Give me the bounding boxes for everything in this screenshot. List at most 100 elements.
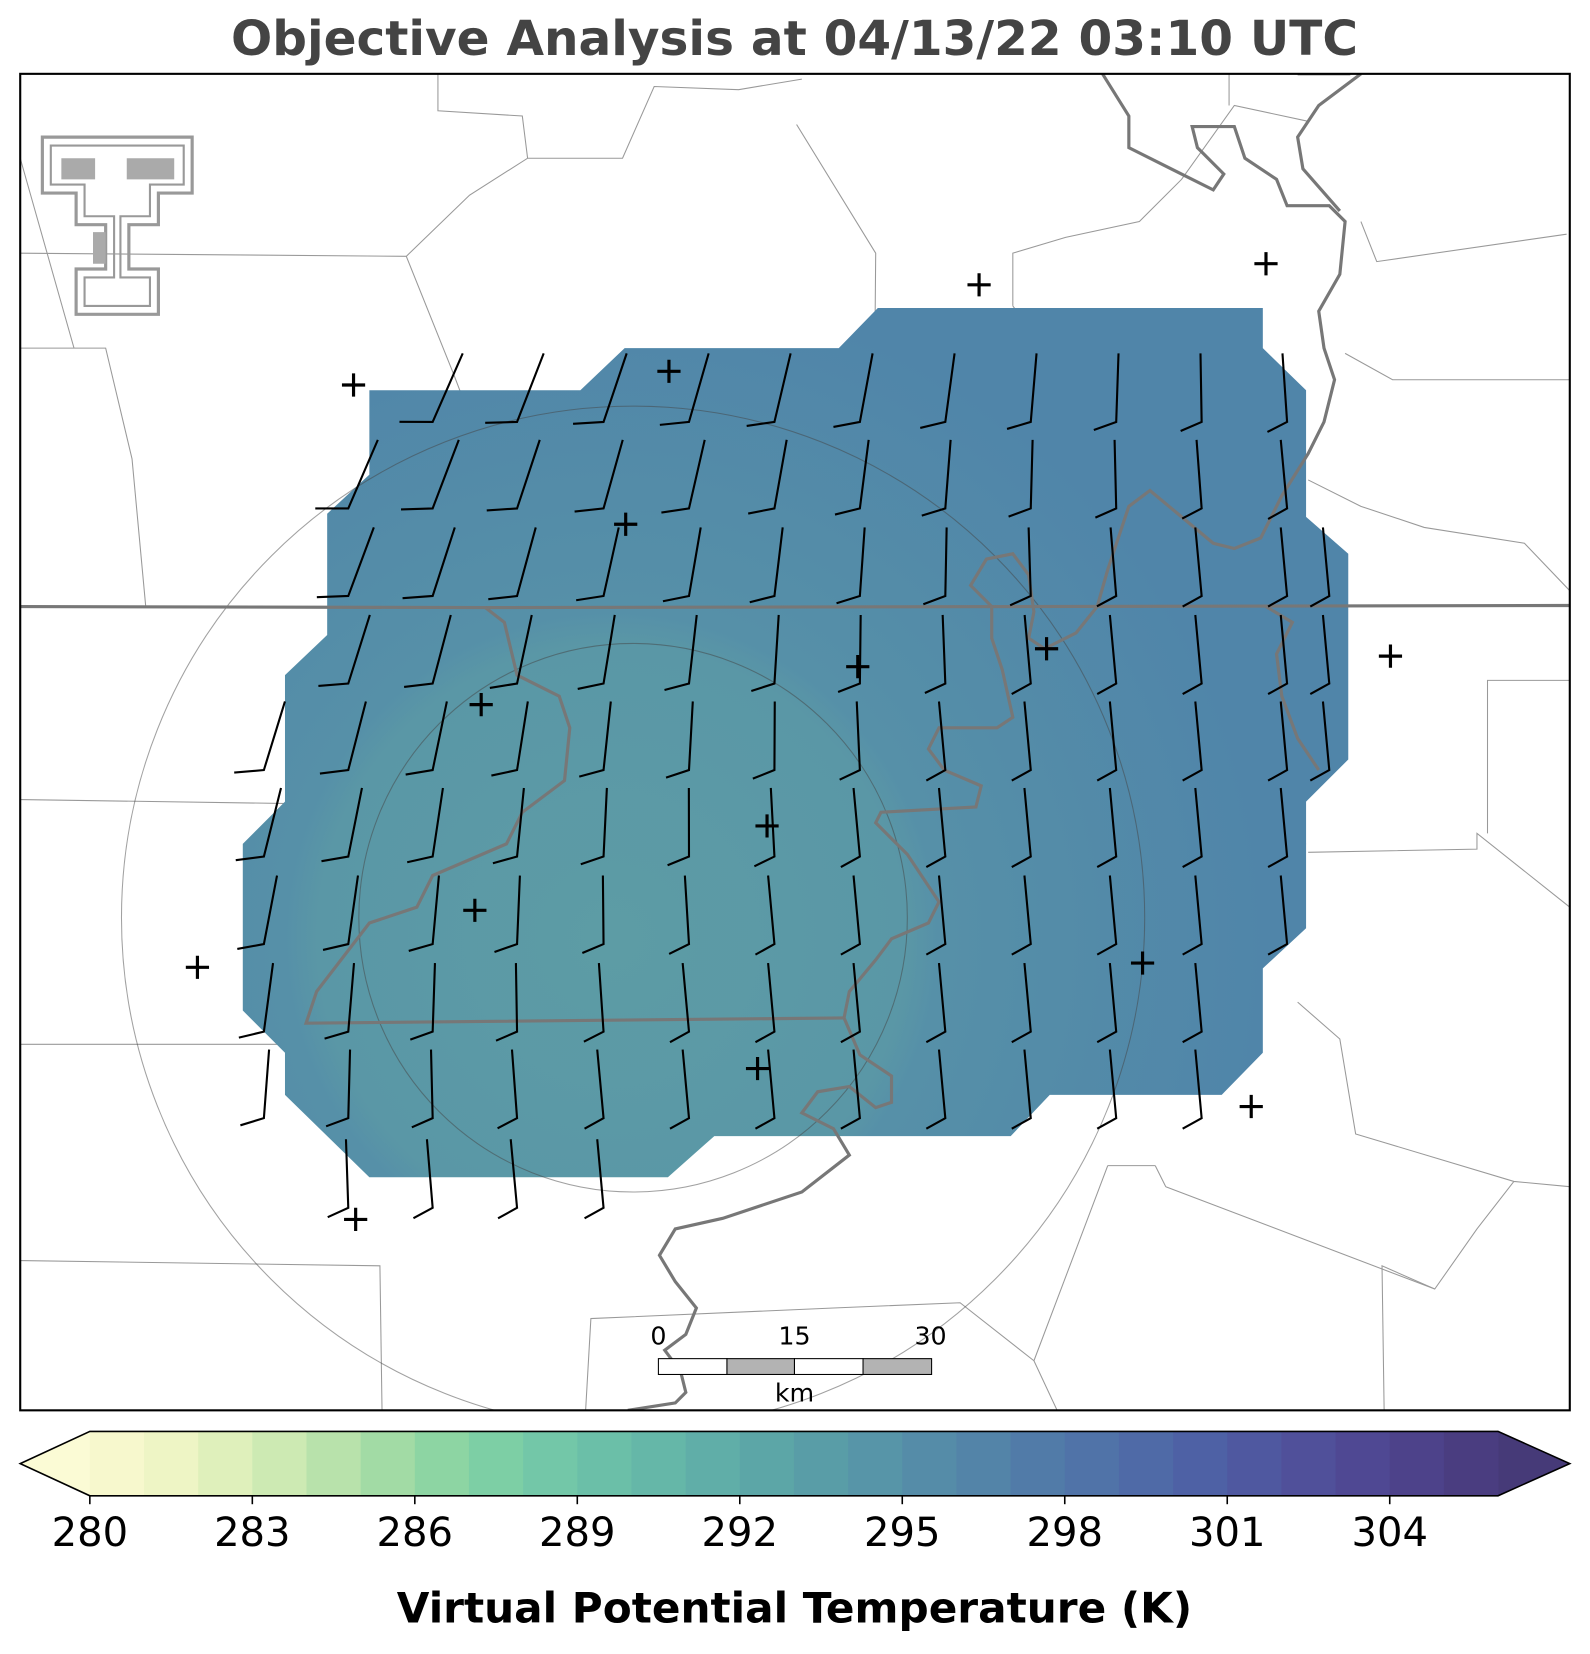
wind-barb xyxy=(325,1049,352,1128)
wind-barb xyxy=(754,1049,776,1130)
colorbar-tick-label: 301 xyxy=(1189,1510,1266,1556)
colorbar-bin xyxy=(1010,1431,1066,1496)
wind-barb xyxy=(1011,614,1032,695)
colorbar-bin xyxy=(523,1431,578,1496)
analysis-field xyxy=(242,308,1349,1178)
wind-barb xyxy=(922,527,948,606)
wind-barb xyxy=(925,701,947,782)
wind-barb xyxy=(754,875,776,956)
wind-barb xyxy=(925,875,947,956)
wind-barb xyxy=(237,875,279,950)
colorbar-tick-label: 304 xyxy=(1351,1510,1428,1556)
wind-barb xyxy=(324,962,356,1040)
wind-barb xyxy=(840,962,861,1044)
wind-barb xyxy=(661,439,706,514)
wind-barb xyxy=(316,527,375,599)
colorbar-bin xyxy=(198,1431,253,1496)
wind-barb xyxy=(1266,353,1289,433)
station-marker xyxy=(463,898,487,922)
wind-barb xyxy=(752,701,776,780)
wind-barb xyxy=(840,875,861,956)
wind-barb xyxy=(754,962,776,1044)
scale-label: 15 xyxy=(778,1322,810,1351)
wind-barb xyxy=(1093,353,1120,431)
wind-barb xyxy=(840,787,861,869)
wind-barb xyxy=(1267,527,1289,608)
scale-label: 0 xyxy=(650,1322,666,1351)
colorbar-bin xyxy=(1335,1431,1391,1496)
wind-barb xyxy=(319,701,367,775)
station-marker xyxy=(1034,637,1059,661)
station-markers xyxy=(185,252,1403,1232)
wind-barb xyxy=(834,439,870,516)
colorbar-bin xyxy=(143,1431,199,1496)
station-marker xyxy=(657,359,681,383)
wind-barb xyxy=(1011,962,1032,1044)
colorbar-extension xyxy=(18,1430,91,1497)
colorbar-tick-label: 295 xyxy=(864,1510,941,1556)
colorbar-bin xyxy=(631,1431,687,1496)
wind-barb xyxy=(924,614,947,694)
wind-barb xyxy=(749,527,784,604)
colorbar-bin xyxy=(252,1431,308,1496)
scale-label: 30 xyxy=(914,1322,946,1351)
colorbar-bin xyxy=(848,1431,903,1496)
wind-barb xyxy=(403,614,452,688)
wind-barb xyxy=(840,1049,861,1130)
wind-barb xyxy=(665,701,694,779)
colorbar-tick-label: 286 xyxy=(377,1510,454,1556)
colorbar-tick-label: 289 xyxy=(539,1510,616,1556)
station-marker xyxy=(846,655,870,679)
wind-barb xyxy=(486,439,541,512)
wind-barb xyxy=(836,527,866,605)
wind-barb xyxy=(1182,962,1203,1044)
wind-barb xyxy=(402,527,456,600)
station-marker xyxy=(1130,951,1155,975)
wind-barb xyxy=(1006,353,1038,430)
colorbar: 280 283 286 289 292 295 298 301 304 xyxy=(18,1430,1572,1556)
station-marker xyxy=(1254,252,1278,276)
wind-barb xyxy=(1096,527,1118,608)
wind-barb xyxy=(1008,439,1034,518)
wind-barbs xyxy=(234,352,1331,1220)
wind-barb xyxy=(1096,701,1118,782)
wind-barb xyxy=(488,527,537,601)
station-marker xyxy=(1378,644,1403,668)
station-marker xyxy=(967,273,991,297)
wind-barb xyxy=(1096,962,1118,1044)
station-marker xyxy=(755,814,779,838)
colorbar-tick-label: 283 xyxy=(214,1510,291,1556)
wind-barb xyxy=(839,701,861,781)
wind-barb xyxy=(234,701,286,774)
wind-barb xyxy=(235,787,283,862)
wind-barb xyxy=(1011,701,1032,782)
wind-barb xyxy=(925,962,947,1044)
wind-barb xyxy=(584,1049,605,1130)
wind-barb xyxy=(1011,787,1032,869)
map-frame xyxy=(19,72,1571,1412)
station-marker xyxy=(185,955,210,979)
colorbar-bin xyxy=(1281,1431,1337,1496)
wind-barb xyxy=(322,875,360,951)
wind-barb xyxy=(1011,1049,1032,1130)
wind-barb xyxy=(315,439,379,510)
colorbar-bin xyxy=(956,1431,1012,1496)
state-and-river-lines xyxy=(20,73,1570,1411)
wind-barb xyxy=(572,353,628,425)
wind-barb xyxy=(1009,527,1032,607)
wind-barb xyxy=(753,787,776,868)
station-marker xyxy=(469,693,493,717)
wind-barb xyxy=(580,787,608,866)
colorbar-bin xyxy=(306,1431,362,1496)
colorbar-bin xyxy=(1064,1431,1120,1496)
wind-barb xyxy=(581,875,605,954)
wind-barb xyxy=(1096,875,1118,956)
wind-barb xyxy=(669,1049,691,1130)
logo xyxy=(40,135,194,316)
wind-barb xyxy=(1182,875,1203,956)
wind-barb xyxy=(489,614,533,689)
wind-barb xyxy=(1180,353,1203,432)
wind-barb xyxy=(659,353,710,426)
wind-barb xyxy=(327,1139,350,1219)
